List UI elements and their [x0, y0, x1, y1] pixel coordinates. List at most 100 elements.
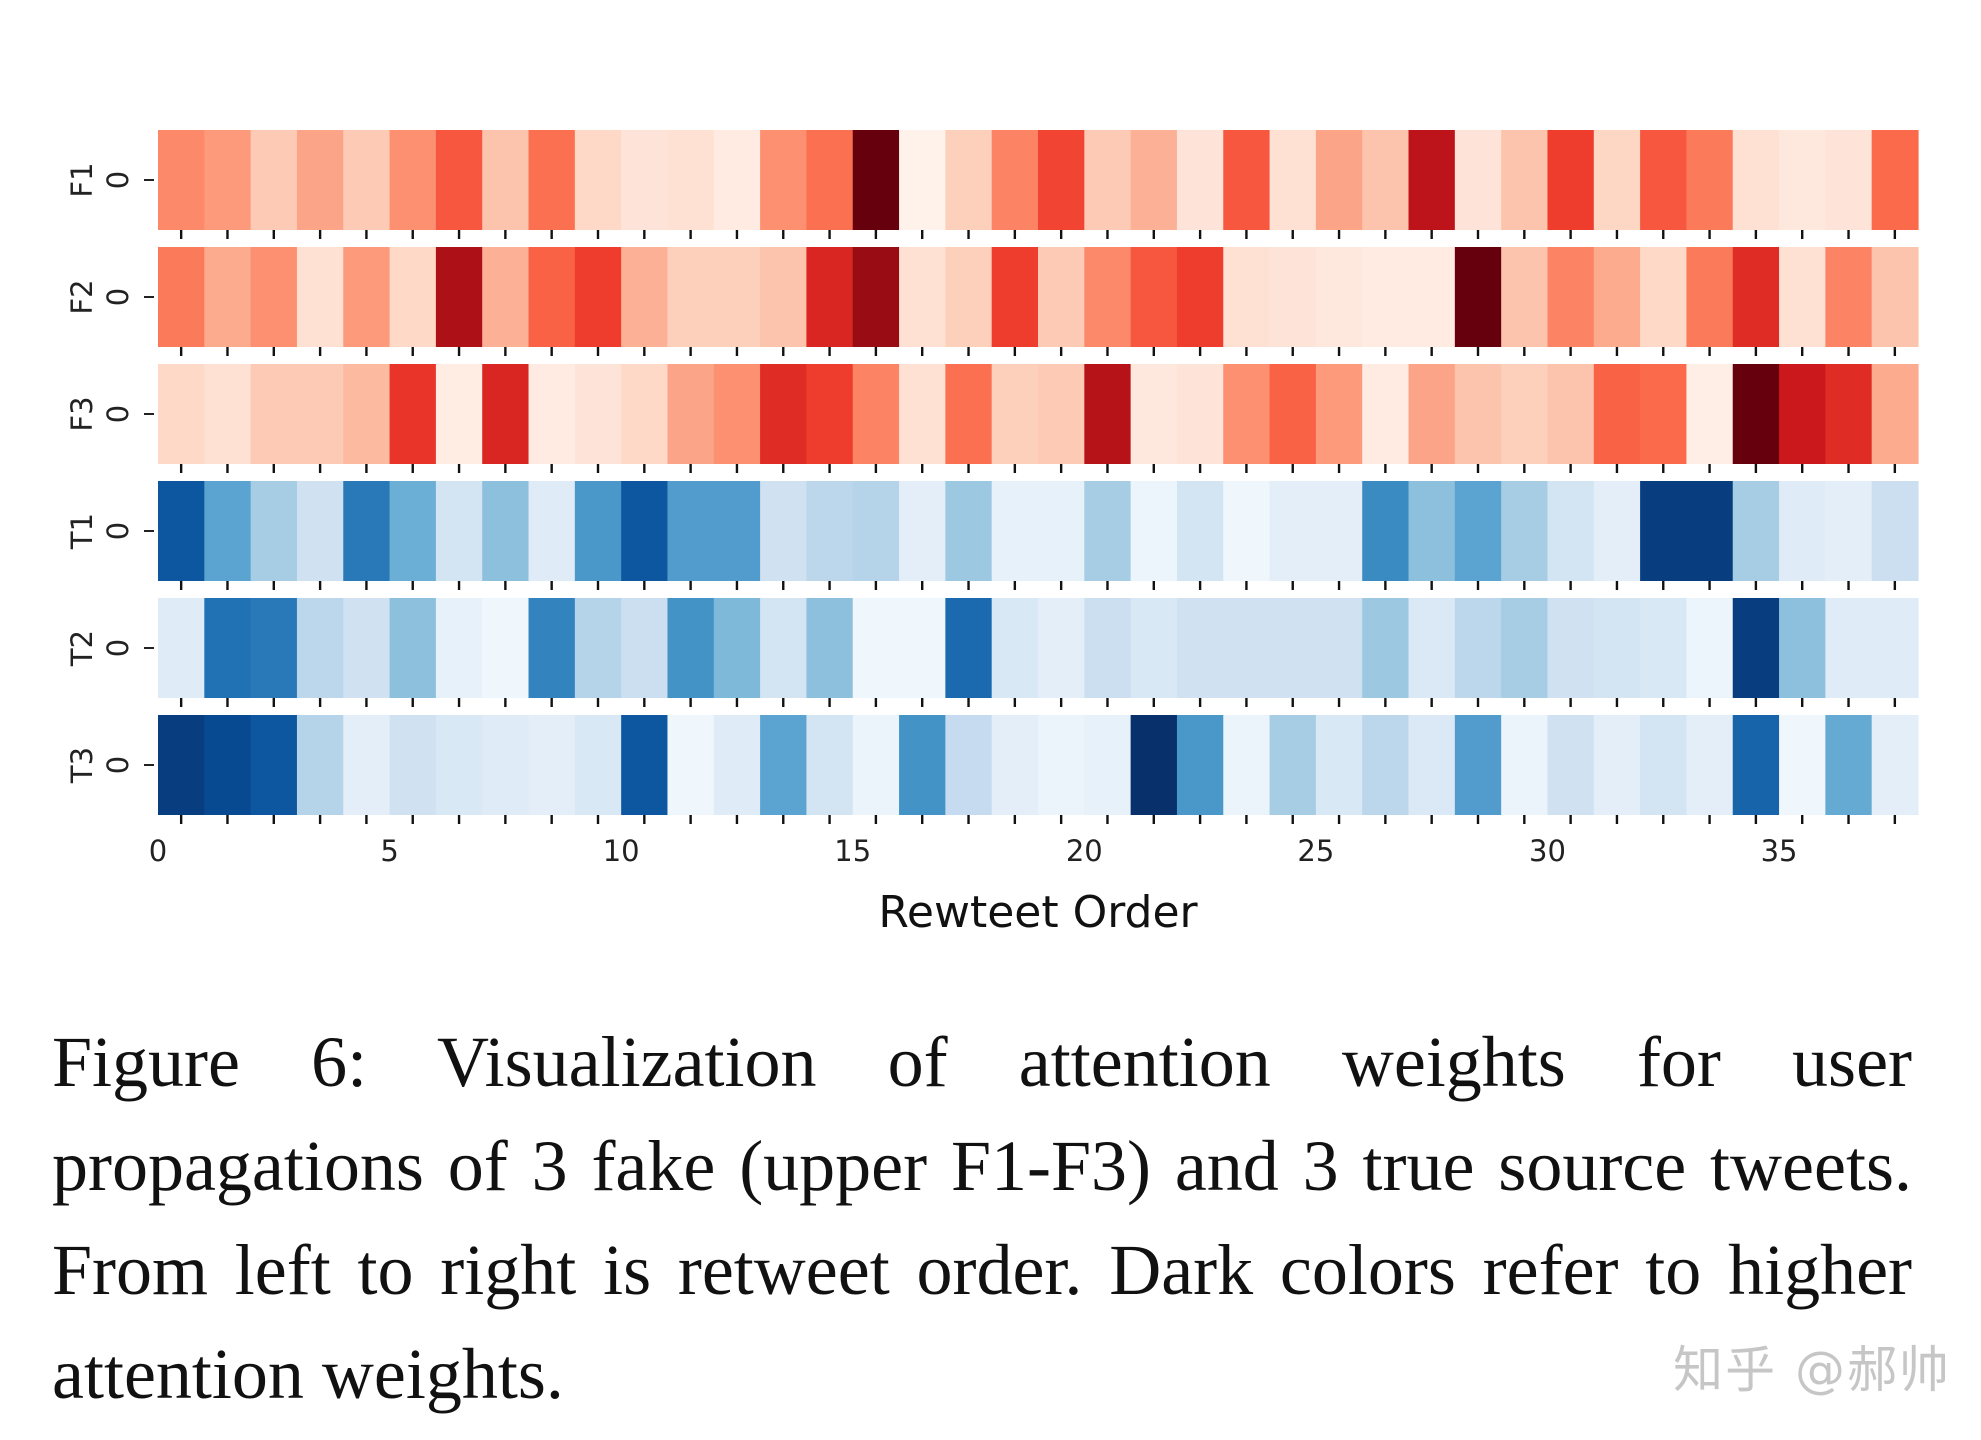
heatmap-cell [435, 130, 483, 230]
heatmap-cell [1084, 715, 1132, 815]
heatmap-cell [713, 598, 761, 698]
heatmap-cell [528, 364, 576, 464]
heatmap-cell [760, 481, 808, 581]
heatmap-cell [945, 130, 993, 230]
heatmap-cell [296, 481, 344, 581]
heatmap-cell [1084, 364, 1132, 464]
heatmap-cell [482, 715, 530, 815]
heatmap-cell [1640, 364, 1688, 464]
heatmap-cell [296, 598, 344, 698]
heatmap-cell [574, 364, 622, 464]
heatmap-cell [250, 481, 298, 581]
heatmap-cell [482, 598, 530, 698]
heatmap-cell [158, 598, 205, 698]
heatmap-cell [1269, 247, 1317, 347]
figure-caption: Figure 6: Visualization of attention wei… [52, 1022, 1912, 1414]
heatmap-cell [1038, 715, 1085, 815]
heatmap-cell [1408, 364, 1456, 464]
heatmap-cell [1362, 364, 1410, 464]
heatmap-cell [528, 481, 576, 581]
heatmap-cell [1732, 715, 1780, 815]
heatmap-cell [1825, 130, 1873, 230]
heatmap-cell [945, 715, 993, 815]
heatmap-cell [1871, 130, 1919, 230]
heatmap-cell [1779, 247, 1826, 347]
heatmap-cell [806, 364, 854, 464]
heatmap-cell [1176, 715, 1224, 815]
heatmap-cell [713, 481, 761, 581]
heatmap-cell [1547, 130, 1595, 230]
heatmap-cell [1501, 364, 1549, 464]
heatmap-cell [1593, 364, 1641, 464]
heatmap-cell [1315, 715, 1363, 815]
heatmap-cell [1871, 715, 1919, 815]
heatmap-cell [1686, 481, 1734, 581]
heatmap-cell [806, 130, 854, 230]
heatmap-svg: F1 0F2 0F3 0T1 0T2 0T3 00 5 10 15 20 25 30 35Rewteet … [65, 130, 1919, 938]
heatmap-cell [1315, 481, 1363, 581]
heatmap-cell [528, 598, 576, 698]
heatmap-cell [852, 481, 900, 581]
heatmap-cell [760, 247, 808, 347]
heatmap-cell [1084, 598, 1132, 698]
heatmap-cell [1084, 481, 1132, 581]
heatmap-cell [667, 481, 715, 581]
heatmap-cell [899, 247, 946, 347]
x-tick-label: 20 [1066, 834, 1103, 868]
heatmap-cell [435, 715, 483, 815]
heatmap-cell [806, 481, 854, 581]
heatmap-cell [991, 130, 1039, 230]
heatmap-cell [1686, 715, 1734, 815]
heatmap-row-f3 [158, 364, 1919, 464]
heatmap-cell [389, 247, 437, 347]
heatmap-cell [1408, 247, 1456, 347]
heatmap-cell [1130, 247, 1178, 347]
heatmap-cell [1269, 598, 1317, 698]
heatmap-cell [713, 130, 761, 230]
heatmap-cell [574, 247, 622, 347]
heatmap-cell [1223, 247, 1271, 347]
heatmap-cell [1130, 481, 1178, 581]
heatmap-cell [899, 481, 946, 581]
heatmap-cell [1825, 481, 1873, 581]
row-label: F1 [65, 162, 99, 197]
heatmap-cell [991, 247, 1039, 347]
heatmap-cell [435, 598, 483, 698]
x-tick-label: 35 [1761, 834, 1798, 868]
heatmap-cell [1547, 715, 1595, 815]
heatmap-cell [1732, 130, 1780, 230]
heatmap-cell [1593, 715, 1641, 815]
heatmap-cell [1640, 598, 1688, 698]
heatmap-cell [1269, 130, 1317, 230]
heatmap-cell [991, 598, 1039, 698]
heatmap-cell [1315, 130, 1363, 230]
heatmap-cell [621, 715, 669, 815]
heatmap-cell [713, 364, 761, 464]
heatmap-cell [250, 247, 298, 347]
heatmap-cell [760, 598, 808, 698]
heatmap-row-t2 [158, 598, 1919, 698]
heatmap-cell [482, 130, 530, 230]
heatmap-cell [1640, 481, 1688, 581]
heatmap-cell [1176, 481, 1224, 581]
heatmap-cell [204, 130, 252, 230]
heatmap-cell [296, 364, 344, 464]
heatmap-cell [343, 481, 391, 581]
heatmap-cell [760, 364, 808, 464]
heatmap-cell [1779, 130, 1826, 230]
heatmap-cell [760, 715, 808, 815]
heatmap-cell [1454, 598, 1502, 698]
heatmap-cell [1223, 130, 1271, 230]
x-axis-title: Rewteet Order [878, 887, 1198, 938]
heatmap-cell [1871, 247, 1919, 347]
heatmap-cell [1454, 715, 1502, 815]
heatmap-row-f1 [158, 130, 1919, 230]
heatmap-cell [1223, 598, 1271, 698]
heatmap-cell [389, 715, 437, 815]
heatmap-row-t1 [158, 481, 1919, 581]
heatmap-cell [1130, 364, 1178, 464]
heatmap-cell [343, 247, 391, 347]
heatmap-cell [1825, 364, 1873, 464]
heatmap-cell [1362, 247, 1410, 347]
heatmap-cell [1130, 598, 1178, 698]
